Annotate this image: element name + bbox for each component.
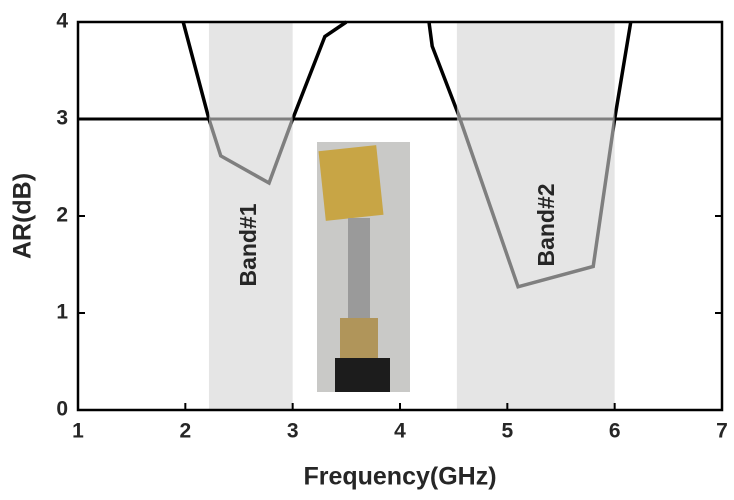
x-tick-label: 5 bbox=[501, 420, 513, 443]
band bbox=[208, 22, 293, 410]
antenna-board bbox=[318, 145, 384, 221]
x-axis-label: Frequency(GHz) bbox=[303, 463, 496, 491]
x-tick-label: 3 bbox=[287, 420, 299, 443]
y-tick-label: 3 bbox=[56, 107, 68, 130]
connector-nut bbox=[340, 318, 378, 358]
x-tick-label: 1 bbox=[72, 420, 84, 443]
band-label: Band#2 bbox=[533, 183, 559, 266]
band-label: Band#1 bbox=[235, 203, 261, 286]
y-tick-label: 2 bbox=[56, 204, 68, 227]
inset-photo bbox=[317, 142, 410, 392]
y-tick-label: 1 bbox=[56, 301, 68, 324]
x-tick-label: 7 bbox=[716, 420, 728, 443]
y-axis-label: AR(dB) bbox=[9, 173, 37, 259]
band bbox=[456, 22, 615, 410]
x-tick-label: 4 bbox=[394, 420, 406, 443]
x-tick-label: 2 bbox=[179, 420, 191, 443]
y-tick-label: 4 bbox=[56, 10, 68, 33]
cable-end bbox=[335, 358, 390, 392]
y-tick-label: 0 bbox=[56, 398, 68, 421]
connector bbox=[348, 218, 370, 318]
x-tick-label: 6 bbox=[609, 420, 621, 443]
